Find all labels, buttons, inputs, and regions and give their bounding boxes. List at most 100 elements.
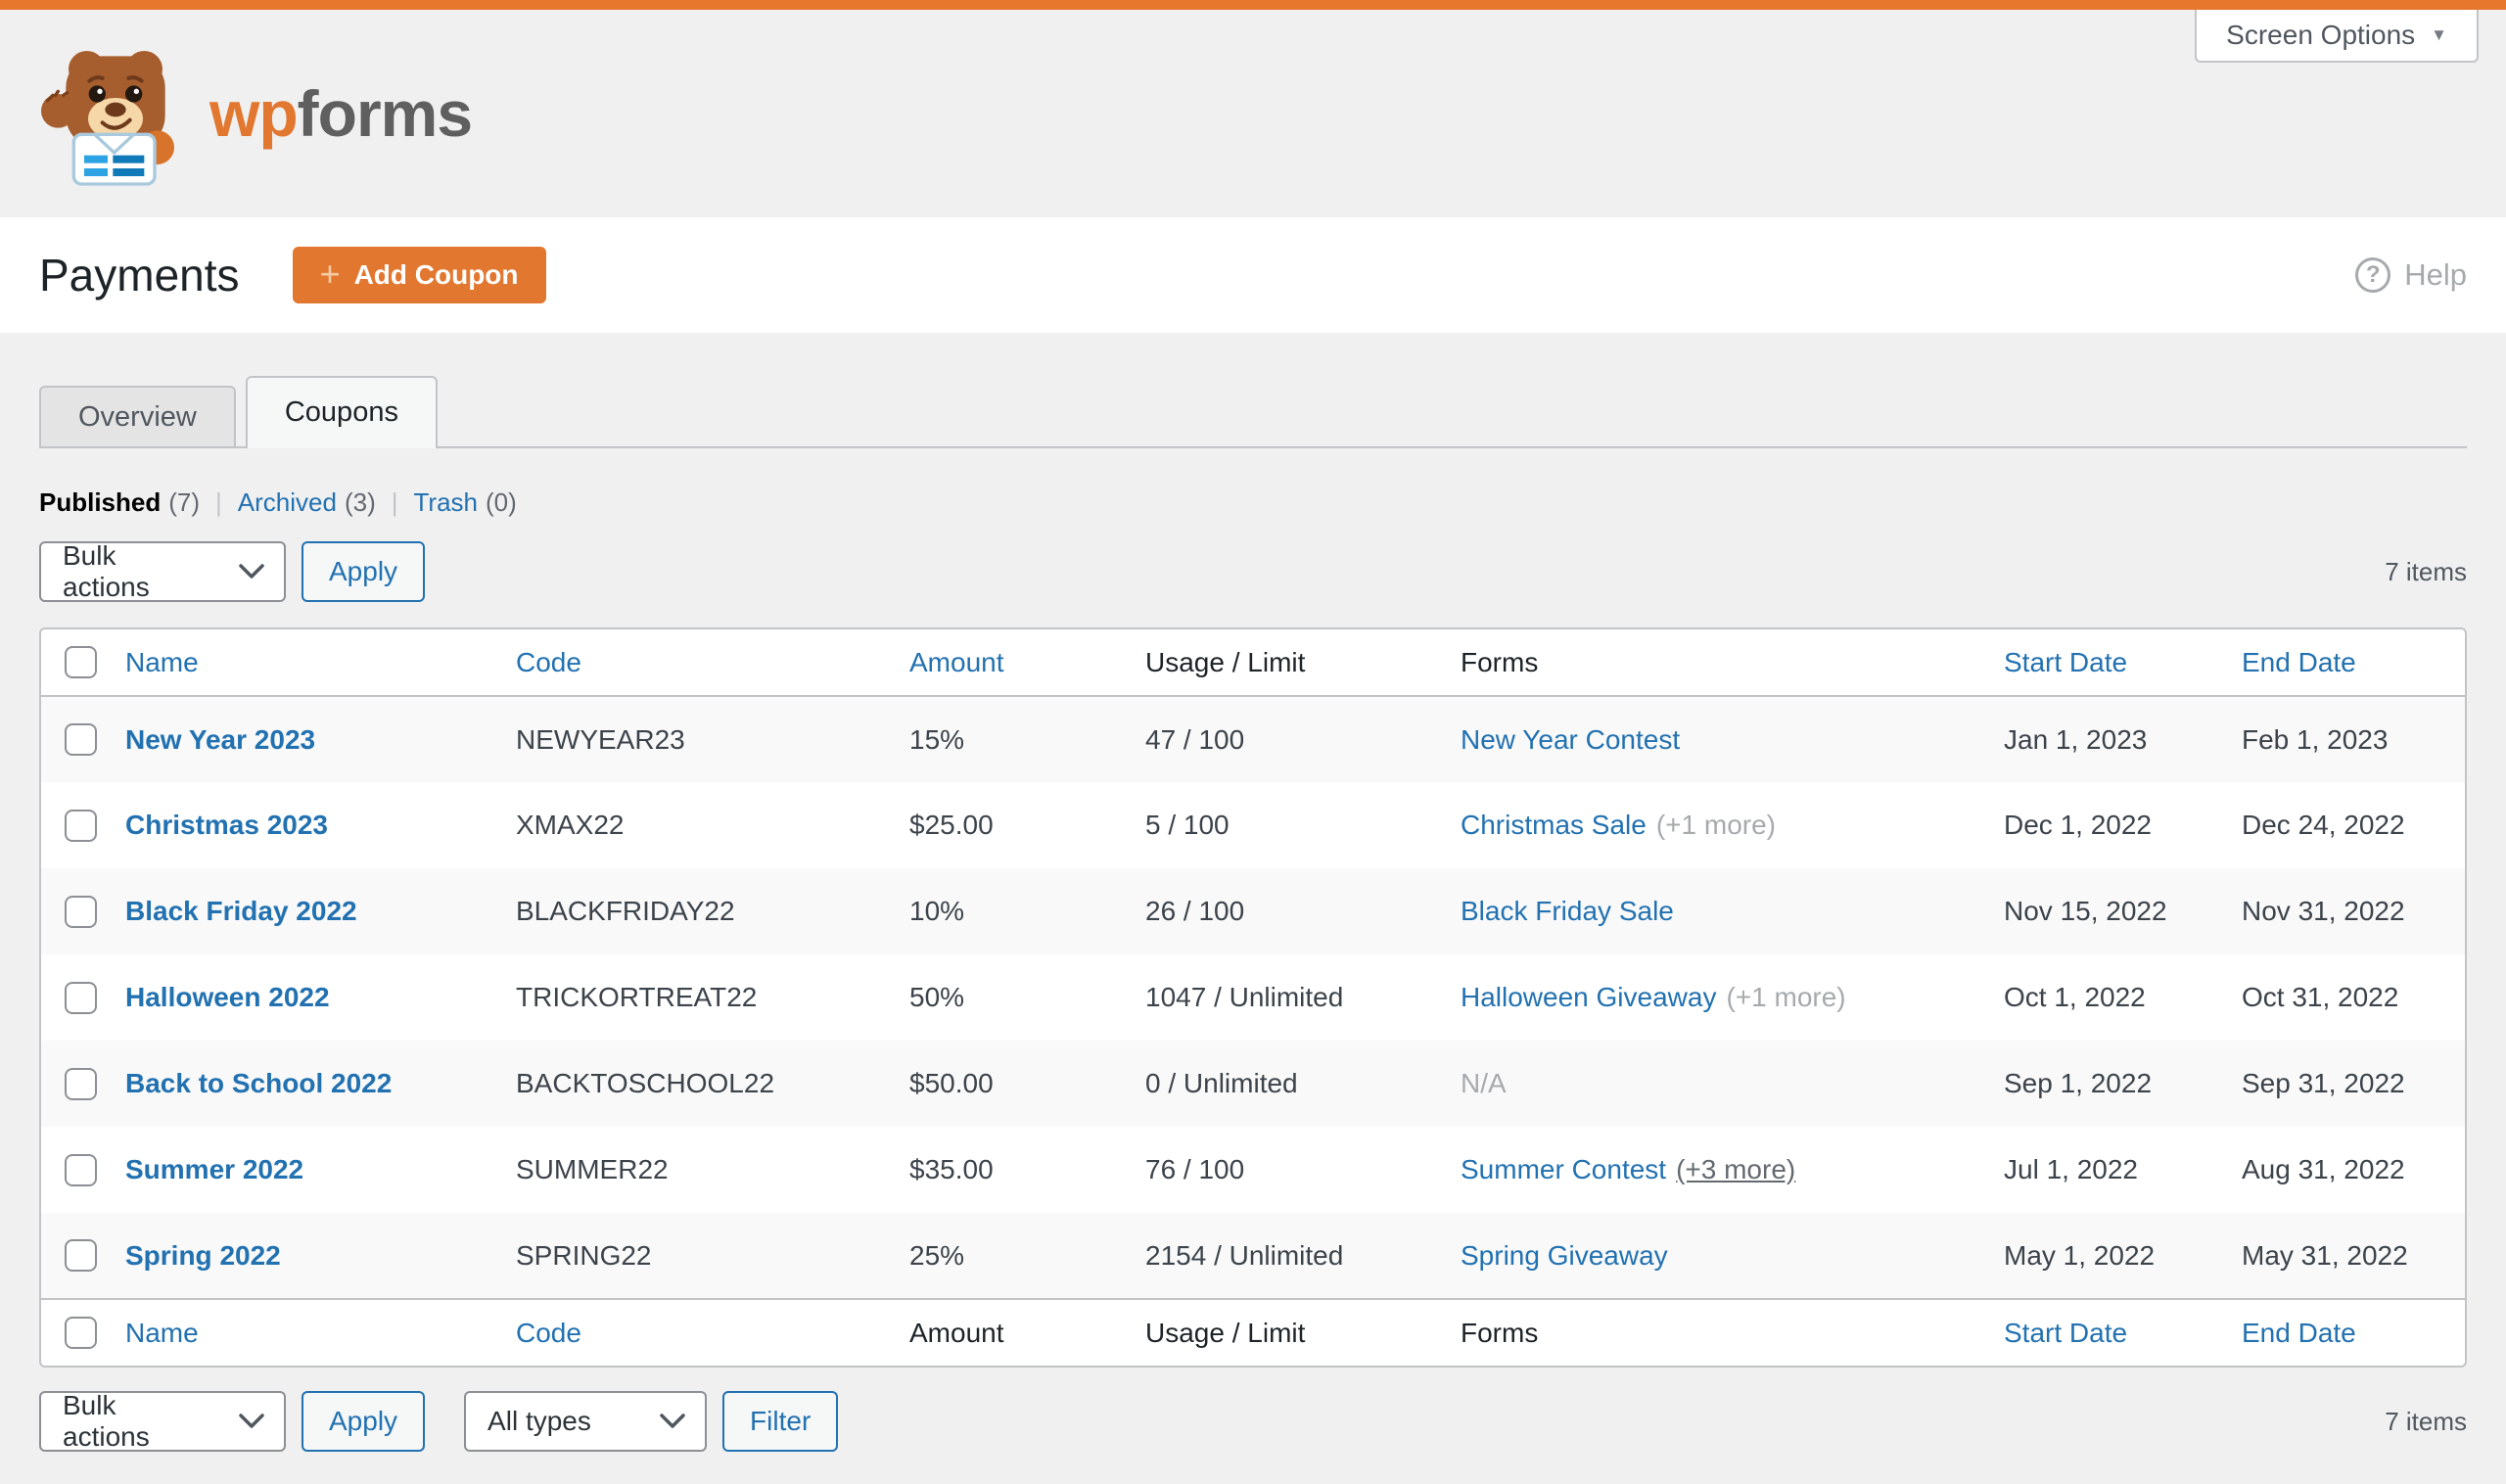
column-header-forms: Forms [1461,646,1539,677]
coupon-usage: 5 / 100 [1145,810,1230,840]
form-link[interactable]: Spring Giveaway [1461,1239,1668,1271]
help-link[interactable]: ? Help [2355,257,2467,293]
coupon-name-link[interactable]: Black Friday 2022 [125,896,357,926]
column-header-amount[interactable]: Amount [909,646,1004,677]
toolbar-bottom: Bulk actions Apply All types Filter 7 it… [39,1390,2467,1452]
column-header-name[interactable]: Name [125,646,199,677]
apply-button[interactable]: Apply [302,1391,426,1452]
column-footer-usage: Usage / Limit [1145,1317,1306,1348]
wpforms-wordmark: wpforms [209,77,473,150]
wpforms-logo: wpforms [37,35,473,192]
form-link[interactable]: Halloween Giveaway [1461,982,1717,1012]
coupon-amount: $25.00 [909,810,994,840]
coupon-code: NEWYEAR23 [516,723,685,755]
table-row: Halloween 2022 TRICKORTREAT22 50% 1047 /… [41,954,2465,1041]
end-date: Sep 31, 2022 [2242,1068,2405,1098]
toolbar-top: Bulk actions Apply 7 items [39,540,2467,602]
column-footer-start-date[interactable]: Start Date [2004,1317,2128,1348]
column-footer-forms: Forms [1461,1317,1539,1348]
table-row: Black Friday 2022 BLACKFRIDAY22 10% 26 /… [41,868,2465,954]
coupon-usage: 2154 / Unlimited [1145,1239,1344,1271]
screen-options-button[interactable]: Screen Options ▼ [2195,10,2479,63]
chevron-down-icon [239,564,264,580]
chevron-down-icon: ▼ [2431,25,2447,44]
form-link[interactable]: Christmas Sale [1461,810,1647,840]
end-date: Feb 1, 2023 [2242,723,2389,755]
coupon-amount: $50.00 [909,1068,994,1098]
chevron-down-icon [660,1414,685,1429]
coupon-code: BACKTOSCHOOL22 [516,1068,775,1098]
select-all-checkbox[interactable] [65,646,97,678]
coupon-name-link[interactable]: Summer 2022 [125,1154,304,1184]
column-footer-amount[interactable]: Amount [909,1317,1004,1348]
coupon-amount: $35.00 [909,1154,994,1184]
more-forms-toggle[interactable]: (+1 more) [1655,810,1776,840]
end-date: Oct 31, 2022 [2242,982,2399,1012]
coupon-name-link[interactable]: Christmas 2023 [125,810,329,840]
coupon-name-link[interactable]: Halloween 2022 [125,982,330,1012]
start-date: Sep 1, 2022 [2004,1068,2153,1098]
coupon-name-link[interactable]: Spring 2022 [125,1239,281,1271]
coupon-code: SUMMER22 [516,1154,669,1184]
form-link[interactable]: New Year Contest [1461,723,1681,755]
row-checkbox[interactable] [65,1239,97,1272]
coupon-amount: 15% [909,723,965,755]
forms-na-value: N/A [1461,1068,1507,1098]
apply-button[interactable]: Apply [302,541,426,602]
bulk-actions-select[interactable]: Bulk actions [39,540,286,602]
column-header-start-date[interactable]: Start Date [2004,646,2128,677]
coupon-name-link[interactable]: New Year 2023 [125,723,316,755]
coupon-usage: 76 / 100 [1145,1154,1245,1184]
add-coupon-button[interactable]: + Add Coupon [292,247,546,303]
row-checkbox[interactable] [65,723,97,756]
form-link[interactable]: Summer Contest [1461,1154,1667,1184]
row-checkbox[interactable] [65,981,97,1014]
view-archived[interactable]: Archived [237,487,337,517]
type-filter-select[interactable]: All types [464,1391,708,1452]
more-forms-toggle[interactable]: (+3 more) [1676,1154,1796,1184]
row-checkbox[interactable] [65,1153,97,1186]
items-count-bottom: 7 items [2385,1406,2467,1436]
column-footer-end-date[interactable]: End Date [2242,1317,2356,1348]
question-circle-icon: ? [2355,257,2391,293]
coupon-amount: 50% [909,982,965,1012]
tab-overview[interactable]: Overview [39,386,236,446]
column-footer-name[interactable]: Name [125,1317,199,1348]
coupon-code: XMAX22 [516,810,625,840]
bulk-actions-select[interactable]: Bulk actions [39,1390,286,1452]
row-checkbox[interactable] [65,1067,97,1100]
start-date: Nov 15, 2022 [2004,896,2167,926]
table-footer-row: Name Code Amount Usage / Limit Forms Sta… [41,1299,2465,1366]
row-checkbox[interactable] [65,809,97,842]
column-header-code[interactable]: Code [516,646,581,677]
table-row: New Year 2023 NEWYEAR23 15% 47 / 100 New… [41,696,2465,782]
tab-coupons[interactable]: Coupons [245,376,438,448]
table-header-row: Name Code Amount Usage / Limit Forms Sta… [41,629,2465,696]
end-date: May 31, 2022 [2242,1239,2408,1271]
coupon-amount: 25% [909,1239,965,1271]
table-row: Summer 2022 SUMMER22 $35.00 76 / 100 Sum… [41,1127,2465,1213]
row-checkbox[interactable] [65,895,97,928]
start-date: Jan 1, 2023 [2004,723,2148,755]
view-trash[interactable]: Trash [413,487,479,517]
coupon-code: BLACKFRIDAY22 [516,896,735,926]
end-date: Aug 31, 2022 [2242,1154,2405,1184]
more-forms-toggle[interactable]: (+1 more) [1726,982,1846,1012]
table-row: Spring 2022 SPRING22 25% 2154 / Unlimite… [41,1213,2465,1299]
column-header-usage: Usage / Limit [1145,646,1306,677]
end-date: Nov 31, 2022 [2242,896,2405,926]
form-link[interactable]: Black Friday Sale [1461,896,1674,926]
table-row: Christmas 2023 XMAX22 $25.00 5 / 100 Chr… [41,782,2465,868]
coupon-amount: 10% [909,896,965,926]
filter-button[interactable]: Filter [722,1391,839,1452]
screen-options-label: Screen Options [2226,20,2416,50]
column-footer-code[interactable]: Code [516,1317,581,1348]
column-header-end-date[interactable]: End Date [2242,646,2356,677]
plus-icon: + [319,253,341,294]
coupon-name-link[interactable]: Back to School 2022 [125,1068,393,1098]
coupons-table: Name Code Amount Usage / Limit Forms Sta… [39,627,2467,1368]
select-all-checkbox[interactable] [65,1317,97,1349]
start-date: May 1, 2022 [2004,1239,2156,1271]
items-count-top: 7 items [2385,556,2467,586]
coupon-usage: 26 / 100 [1145,896,1245,926]
